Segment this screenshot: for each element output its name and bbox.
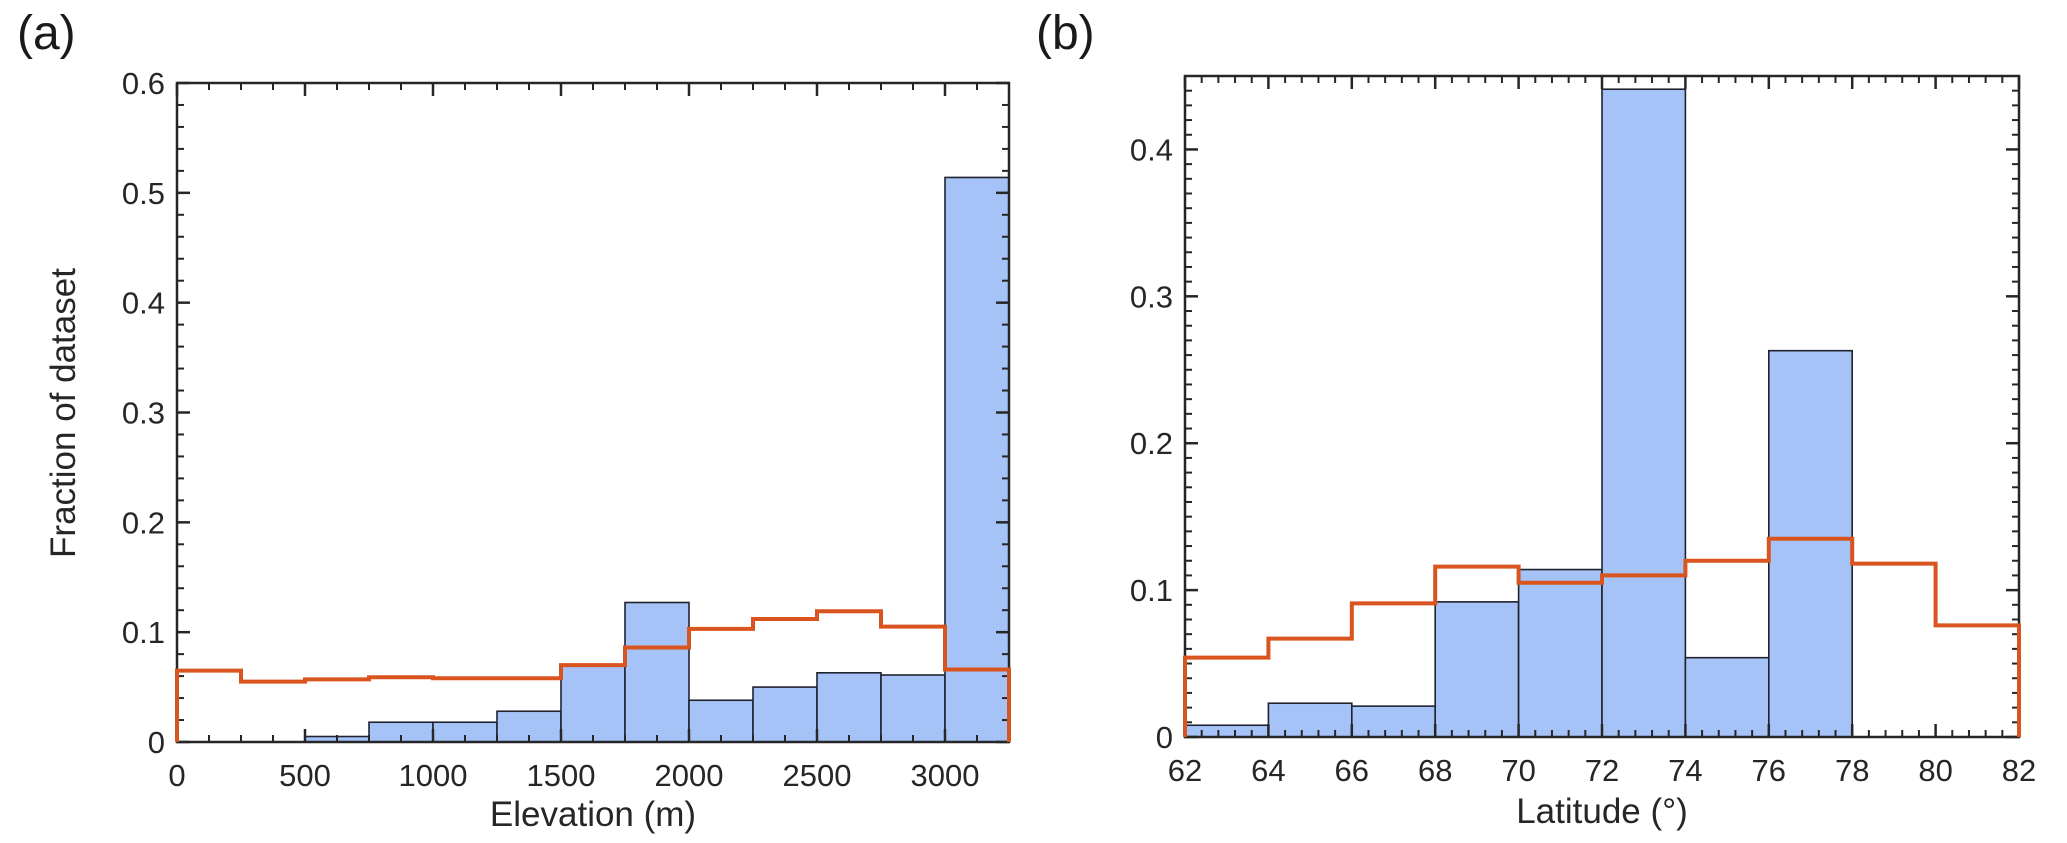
x-tick-label: 68 (1418, 753, 1452, 788)
x-tick-label: 2000 (655, 758, 724, 793)
y-axis-label-fraction: Fraction of dataset (44, 268, 83, 558)
x-tick-label: 80 (1918, 753, 1952, 788)
histogram-bar (1768, 349, 1854, 738)
panel-a-label: (a) (17, 7, 76, 60)
histogram-bar (944, 176, 1010, 743)
x-tick-label: 1500 (527, 758, 596, 793)
x-tick-label: 1000 (399, 758, 468, 793)
y-tick-label: 0.2 (1130, 426, 1173, 461)
y-tick-label: 0.1 (1130, 573, 1173, 608)
histogram-bar (560, 665, 626, 743)
y-tick-label: 0.1 (122, 615, 165, 650)
x-tick-label: 500 (279, 758, 331, 793)
y-tick-label: 0.2 (122, 505, 165, 540)
y-tick-label: 0 (1156, 720, 1173, 755)
y-tick-label: 0.6 (122, 66, 165, 101)
x-tick-label: 66 (1335, 753, 1369, 788)
x-tick-label: 64 (1251, 753, 1285, 788)
x-axis-label-elevation: Elevation (m) (489, 795, 697, 834)
frequency-step-line (175, 609, 1011, 742)
histogram-bar (752, 686, 818, 743)
histogram-bar (880, 674, 946, 743)
y-tick-label: 0.4 (122, 286, 165, 321)
y-tick-label: 0.3 (1130, 279, 1173, 314)
x-tick-label: 70 (1501, 753, 1535, 788)
histogram-bar (1184, 724, 1270, 738)
y-tick-label: 0.3 (122, 396, 165, 431)
histogram-bar (1351, 705, 1437, 738)
x-tick-label: 72 (1585, 753, 1619, 788)
y-tick-label: 0.5 (122, 176, 165, 211)
histogram-bar (1517, 568, 1603, 738)
plot-box (175, 81, 1011, 744)
histogram-bar (1684, 656, 1770, 738)
x-tick-label: 82 (2002, 753, 2036, 788)
histogram-bar (816, 672, 882, 743)
panel-b-label: (b) (1036, 7, 1095, 60)
histogram-bar (624, 601, 690, 743)
y-tick-label: 0 (148, 725, 165, 760)
histogram-bar (1601, 88, 1687, 738)
y-tick-label: 0.4 (1130, 132, 1173, 167)
x-tick-label: 3000 (911, 758, 980, 793)
x-tick-label: 62 (1168, 753, 1202, 788)
histogram-bar (1434, 601, 1520, 738)
histogram-bar (1267, 702, 1353, 738)
x-tick-label: 76 (1752, 753, 1786, 788)
x-axis-label-latitude: Latitude (°) (1516, 792, 1688, 831)
x-tick-label: 0 (168, 758, 185, 793)
x-tick-label: 2500 (783, 758, 852, 793)
x-tick-label: 74 (1668, 753, 1702, 788)
x-tick-label: 78 (1835, 753, 1869, 788)
frequency-step-line (1183, 536, 2021, 737)
